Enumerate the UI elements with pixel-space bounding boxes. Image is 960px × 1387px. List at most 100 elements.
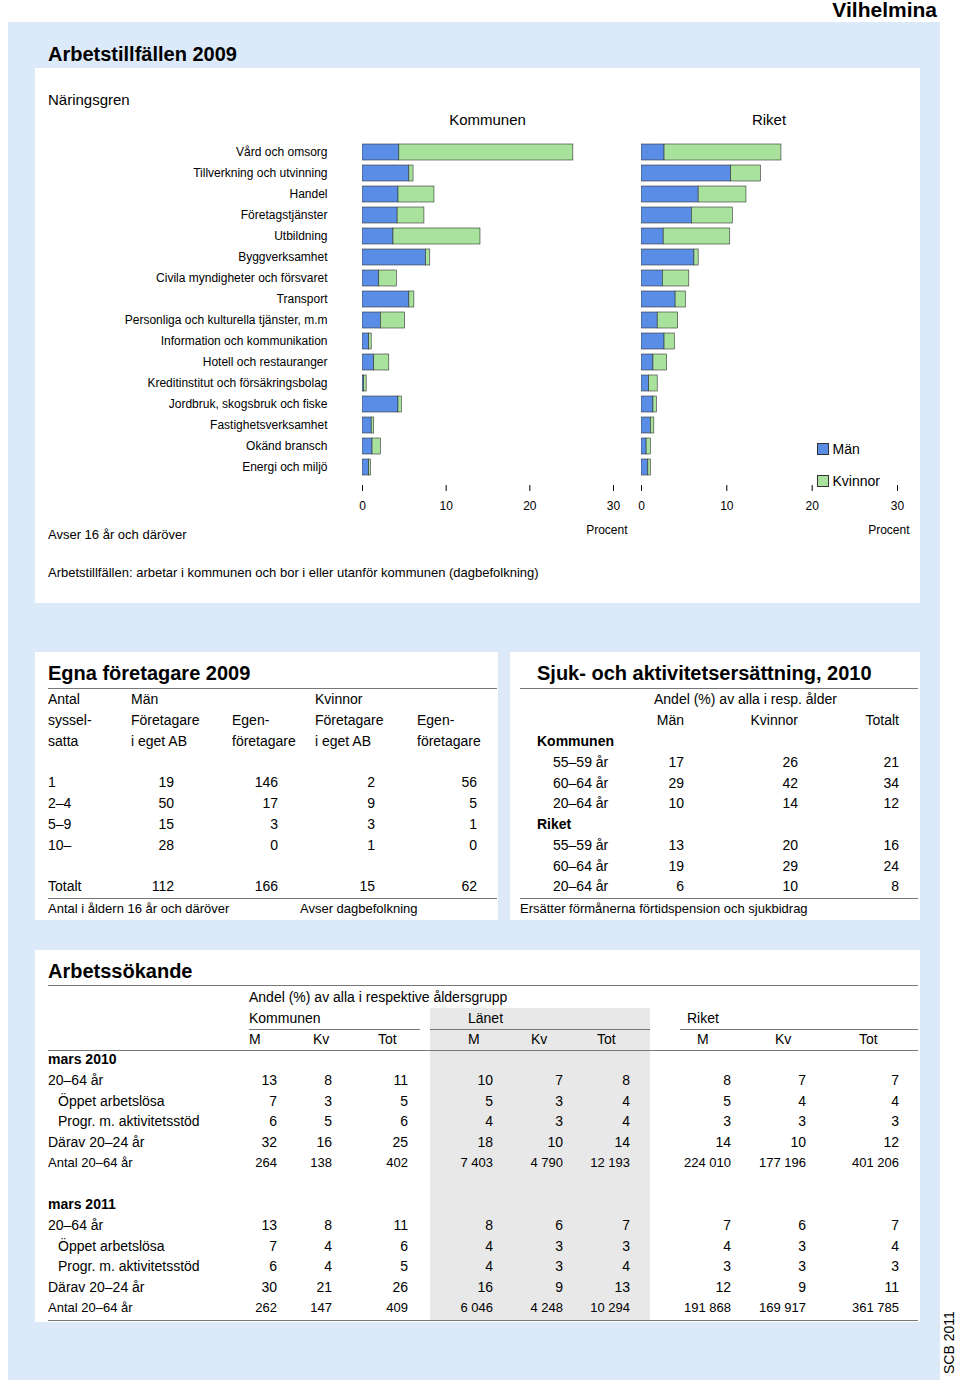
html-text:Män: Män bbox=[832, 441, 860, 457]
svg-text:Byggverksamhet: Byggverksamhet bbox=[238, 250, 328, 264]
html-text:60–64 år: 60–64 år bbox=[553, 857, 609, 874]
html-text:företagare: företagare bbox=[232, 733, 296, 750]
html-text:Avser dagbefolkning: Avser dagbefolkning bbox=[300, 900, 418, 916]
svg-text:Energi och miljö: Energi och miljö bbox=[242, 460, 328, 474]
html-text:Kv: Kv bbox=[313, 1031, 330, 1048]
html-text:Kv: Kv bbox=[775, 1031, 792, 1048]
svg-text:Procent: Procent bbox=[868, 523, 910, 537]
svg-text:Utbildning: Utbildning bbox=[274, 229, 327, 243]
html-text:Tot: Tot bbox=[378, 1031, 397, 1048]
svg-text:30: 30 bbox=[607, 499, 621, 513]
html-text:Progr. m. aktivitetsstöd: Progr. m. aktivitetsstöd bbox=[58, 1113, 200, 1130]
svg-text:0: 0 bbox=[638, 499, 645, 513]
html-text:Riket: Riket bbox=[537, 816, 572, 833]
html-text:Män: Män bbox=[656, 712, 684, 729]
html-text:i eget AB: i eget AB bbox=[131, 733, 187, 750]
html-text:Kvinnor: Kvinnor bbox=[315, 691, 363, 708]
html-text:Riket: Riket bbox=[751, 110, 787, 128]
svg-text:Tillverkning och utvinning: Tillverkning och utvinning bbox=[193, 166, 327, 180]
html-text:Kvinnor: Kvinnor bbox=[832, 473, 880, 489]
html-text:Riket: Riket bbox=[687, 1010, 719, 1027]
svg-text:Kreditinstitut och försäkrings: Kreditinstitut och försäkringsbolag bbox=[147, 376, 327, 390]
svg-text:Okänd bransch: Okänd bransch bbox=[246, 439, 327, 453]
html-text:Totalt: Totalt bbox=[48, 878, 82, 895]
html-text:19: 19 bbox=[158, 774, 174, 791]
html-text:26: 26 bbox=[782, 754, 798, 770]
html-text:Arbetstillfällen 2009: Arbetstillfällen 2009 bbox=[48, 43, 237, 65]
html-text:Tot: Tot bbox=[859, 1031, 878, 1048]
html-text:Egen-: Egen- bbox=[417, 712, 455, 729]
html-text:20–64 år: 20–64 år bbox=[553, 795, 609, 812]
html-text:17: 17 bbox=[668, 754, 684, 770]
html-text:Öppet arbetslösa: Öppet arbetslösa bbox=[58, 1237, 165, 1254]
svg-text:20: 20 bbox=[805, 499, 819, 513]
html-text:15: 15 bbox=[158, 816, 174, 833]
html-text:Därav 20–24 år: Därav 20–24 år bbox=[48, 1134, 145, 1151]
svg-text:20: 20 bbox=[523, 499, 537, 513]
svg-text:Handel: Handel bbox=[289, 187, 327, 201]
svg-text:Vård och omsorg: Vård och omsorg bbox=[236, 145, 327, 159]
html-text:15: 15 bbox=[359, 878, 375, 895]
html-text:Öppet arbetslösa: Öppet arbetslösa bbox=[58, 1092, 165, 1109]
html-text:Antal i åldern 16 år och däröv: Antal i åldern 16 år och däröver bbox=[48, 900, 230, 916]
html-text:Kommunen: Kommunen bbox=[249, 1010, 321, 1027]
html-text:21: 21 bbox=[883, 754, 899, 770]
html-text:60–64 år: 60–64 år bbox=[553, 774, 609, 791]
html-text:Antal: Antal bbox=[48, 691, 80, 708]
html-text:Andel (%) av alla i respektive: Andel (%) av alla i respektive åldersgru… bbox=[249, 989, 508, 1006]
html-text:mars 2010: mars 2010 bbox=[48, 1051, 117, 1068]
svg-text:Procent: Procent bbox=[586, 523, 628, 537]
html-text:mars 2011: mars 2011 bbox=[48, 1196, 116, 1213]
html-text:Tot: Tot bbox=[597, 1031, 616, 1048]
html-text:Arbetstillfällen: arbetar i ko: Arbetstillfällen: arbetar i kommunen och… bbox=[48, 564, 539, 580]
html-text:Länet: Länet bbox=[468, 1010, 503, 1027]
svg-text:Transport: Transport bbox=[277, 292, 329, 306]
svg-text:Fastighetsverksamhet: Fastighetsverksamhet bbox=[210, 418, 328, 432]
html-text:företagare: företagare bbox=[417, 733, 481, 750]
html-text:Kvinnor: Kvinnor bbox=[750, 712, 798, 729]
html-text:28: 28 bbox=[158, 837, 174, 854]
html-text:20–64 år: 20–64 år bbox=[553, 878, 609, 895]
html-text:166: 166 bbox=[254, 878, 278, 895]
html-text:Företagare: Företagare bbox=[315, 712, 384, 729]
html-text:2–4: 2–4 bbox=[48, 795, 72, 812]
html-text:62: 62 bbox=[461, 878, 477, 895]
html-text:Arbetssökande: Arbetssökande bbox=[48, 960, 193, 982]
html-text:Totalt: Totalt bbox=[865, 712, 899, 729]
html-text:syssel-: syssel- bbox=[48, 712, 92, 729]
html-text:Andel (%) av alla i resp. ålde: Andel (%) av alla i resp. ålder bbox=[654, 691, 837, 708]
html-text:10–: 10– bbox=[48, 837, 72, 854]
html-text:146: 146 bbox=[254, 774, 278, 791]
html-text:satta: satta bbox=[48, 733, 79, 750]
svg-text:10: 10 bbox=[720, 499, 734, 513]
svg-text:Civila myndigheter och försvar: Civila myndigheter och försvaret bbox=[156, 271, 328, 285]
html-text:Män: Män bbox=[131, 691, 159, 708]
html-text:Avser 16 år och däröver: Avser 16 år och däröver bbox=[48, 526, 187, 542]
html-text:Kommunen: Kommunen bbox=[537, 733, 614, 750]
svg-text:10: 10 bbox=[439, 499, 453, 513]
html-text:Egen-: Egen- bbox=[232, 712, 270, 729]
html-text:Egna företagare 2009: Egna företagare 2009 bbox=[48, 662, 251, 684]
svg-text:Information och kommunikation: Information och kommunikation bbox=[161, 334, 328, 348]
html-text:Därav 20–24 år: Därav 20–24 år bbox=[48, 1279, 145, 1296]
html-text:Progr. m. aktivitetsstöd: Progr. m. aktivitetsstöd bbox=[58, 1258, 200, 1275]
html-text:5–9: 5–9 bbox=[48, 816, 72, 833]
html-text:i eget AB: i eget AB bbox=[315, 733, 371, 750]
html-text:17: 17 bbox=[262, 795, 278, 812]
svg-text:Jordbruk, skogsbruk och fiske: Jordbruk, skogsbruk och fiske bbox=[169, 397, 328, 411]
svg-text:Hotell och restauranger: Hotell och restauranger bbox=[203, 355, 328, 369]
html-text:Kommunen: Kommunen bbox=[449, 110, 526, 128]
html-text:56: 56 bbox=[461, 774, 477, 791]
html-text:Sjuk- och aktivitetsersättning: Sjuk- och aktivitetsersättning, 2010 bbox=[537, 662, 872, 684]
html-text:112: 112 bbox=[151, 878, 174, 895]
svg-text:30: 30 bbox=[891, 499, 905, 513]
html-text:SCB 2011: SCB 2011 bbox=[941, 1311, 957, 1375]
svg-text:Personliga och kulturella tjän: Personliga och kulturella tjänster, m.m bbox=[125, 313, 328, 327]
html-text:55–59 år: 55–59 år bbox=[553, 754, 609, 770]
html-text:50: 50 bbox=[158, 795, 174, 812]
html-text:Företagare: Företagare bbox=[131, 712, 200, 729]
html-text:Kv: Kv bbox=[531, 1031, 548, 1048]
svg-text:Företagstjänster: Företagstjänster bbox=[241, 208, 328, 222]
html-text:Näringsgren: Näringsgren bbox=[48, 90, 130, 108]
svg-text:0: 0 bbox=[359, 499, 366, 513]
